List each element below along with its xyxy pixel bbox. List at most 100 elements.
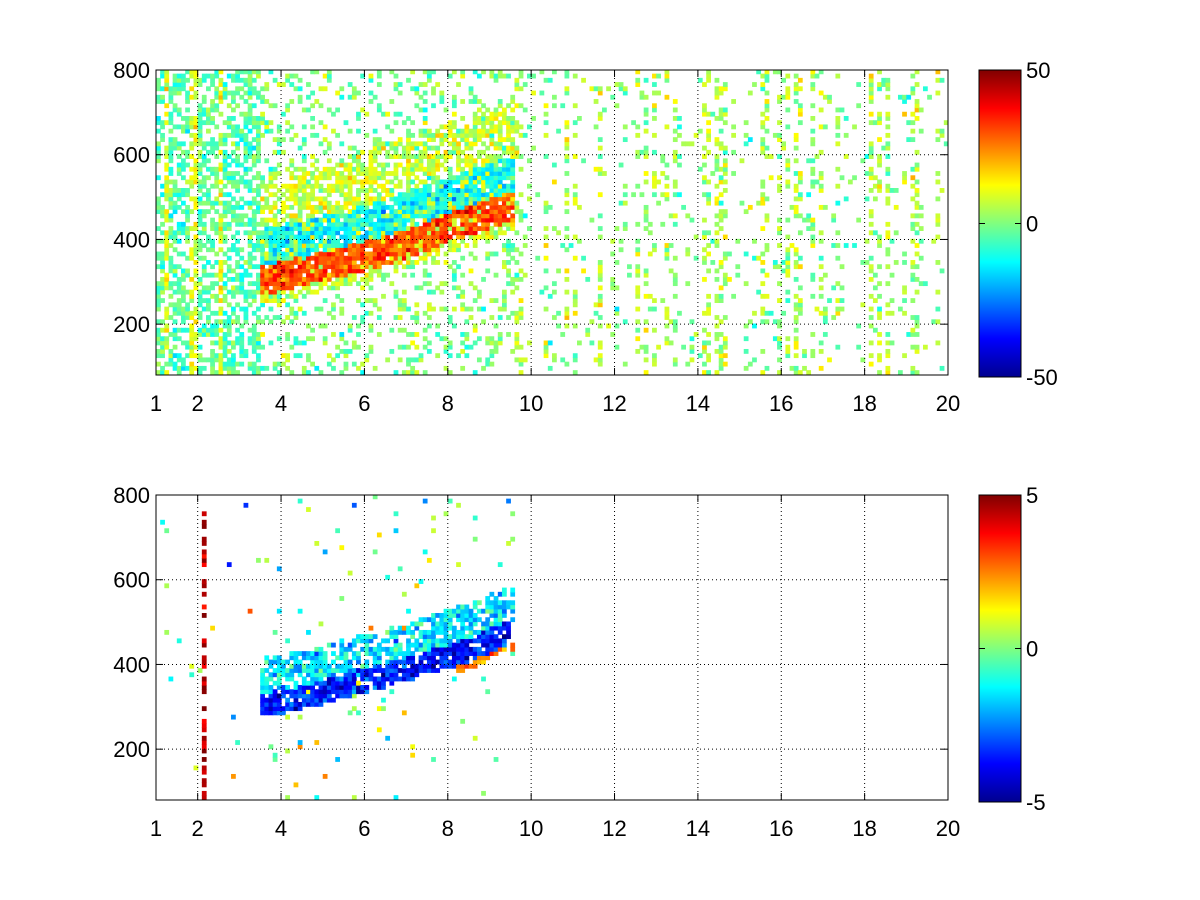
top-heatmap-cell bbox=[201, 200, 207, 206]
bottom-heatmap-cell bbox=[289, 668, 295, 673]
top-heatmap-cell bbox=[431, 162, 436, 168]
top-heatmap-cell bbox=[506, 315, 511, 320]
top-heatmap-cell bbox=[560, 357, 566, 363]
top-heatmap-cell bbox=[481, 276, 486, 282]
top-heatmap-cell bbox=[414, 319, 420, 325]
bottom-heatmap-cell bbox=[422, 617, 428, 623]
top-heatmap-cell bbox=[356, 200, 361, 206]
top-heatmap-cell bbox=[218, 238, 224, 244]
bottom-heatmap-cell bbox=[418, 617, 424, 623]
top-heatmap-cell bbox=[514, 260, 520, 265]
top-heatmap-cell bbox=[210, 247, 215, 253]
bottom-heatmap-cell bbox=[397, 646, 403, 652]
top-heatmap-cell bbox=[410, 166, 416, 172]
top-heatmap-cell bbox=[339, 192, 345, 198]
bottom-heatmap-cell bbox=[268, 701, 274, 707]
top-heatmap-cell bbox=[797, 264, 803, 270]
top-heatmap-cell bbox=[168, 268, 174, 274]
top-heatmap-cell bbox=[397, 251, 403, 257]
top-heatmap-cell bbox=[451, 103, 457, 109]
top-heatmap-cell bbox=[235, 361, 240, 367]
top-heatmap-cell bbox=[276, 260, 282, 265]
top-heatmap-cell bbox=[652, 149, 657, 155]
top-heatmap-cell bbox=[785, 251, 791, 257]
top-heatmap-cell bbox=[743, 336, 749, 342]
top-heatmap-cell bbox=[406, 154, 411, 159]
top-heatmap-cell bbox=[835, 281, 841, 287]
bottom-heatmap-cell bbox=[314, 693, 320, 699]
top-heatmap-cell bbox=[860, 158, 866, 164]
top-heatmap-cell bbox=[572, 183, 578, 189]
bottom-heatmap-cell bbox=[310, 701, 315, 707]
bottom-heatmap-cell bbox=[164, 528, 170, 534]
top-heatmap-cell bbox=[401, 306, 407, 312]
top-heatmap-cell bbox=[839, 306, 845, 312]
top-heatmap-cell bbox=[793, 145, 799, 151]
top-heatmap-cell bbox=[326, 238, 332, 244]
top-heatmap-cell bbox=[343, 226, 349, 231]
top-heatmap-cell bbox=[372, 302, 378, 308]
top-heatmap-cell bbox=[510, 149, 516, 155]
bottom-heatmap-cell bbox=[393, 668, 399, 673]
top-heatmap-cell bbox=[397, 137, 403, 143]
bottom-heatmap-cell bbox=[276, 655, 282, 661]
top-heatmap-cell bbox=[639, 149, 645, 155]
top-heatmap-cell bbox=[218, 94, 224, 100]
bottom-heatmap-cell bbox=[451, 663, 457, 669]
top-heatmap-cell bbox=[376, 243, 382, 248]
bottom-heatmap-cell bbox=[431, 625, 436, 631]
bottom-heatmap-cell bbox=[331, 651, 336, 656]
top-heatmap-cell bbox=[168, 145, 174, 151]
top-heatmap-cell bbox=[243, 221, 249, 227]
top-heatmap-cell bbox=[476, 132, 482, 138]
top-heatmap-cell bbox=[564, 268, 570, 274]
top-heatmap-cell bbox=[347, 221, 353, 227]
bottom-heatmap-cell bbox=[285, 714, 290, 720]
top-heatmap-cell bbox=[326, 209, 332, 215]
top-heatmap-cell bbox=[185, 344, 190, 350]
top-heatmap-cell bbox=[368, 264, 374, 270]
top-heatmap-cell bbox=[451, 196, 457, 202]
bottom-heatmap-cell bbox=[414, 638, 420, 644]
top-heatmap-cell bbox=[743, 120, 749, 126]
top-heatmap-cell bbox=[326, 247, 332, 253]
top-heatmap-cell bbox=[272, 192, 278, 198]
bottom-heatmap-cell bbox=[360, 689, 366, 695]
bottom-heatmap-cell bbox=[472, 600, 478, 606]
top-heatmap-cell bbox=[268, 171, 274, 176]
top-heatmap-cell bbox=[877, 183, 882, 189]
top-heatmap-cell bbox=[652, 82, 657, 87]
top-heatmap-cell bbox=[556, 128, 561, 134]
top-heatmap-cell bbox=[410, 315, 416, 320]
bottom-heatmap-cell bbox=[464, 613, 470, 618]
bottom-heatmap-cell bbox=[493, 604, 499, 610]
top-heatmap-cell bbox=[181, 293, 186, 299]
top-heatmap-cell bbox=[268, 175, 274, 181]
top-heatmap-cell bbox=[526, 340, 532, 346]
top-heatmap-cell bbox=[256, 234, 261, 240]
top-heatmap-cell bbox=[185, 90, 190, 96]
top-heatmap-cell bbox=[289, 281, 295, 287]
top-heatmap-cell bbox=[397, 230, 403, 236]
top-heatmap-cell bbox=[156, 285, 161, 291]
top-heatmap-cell bbox=[793, 264, 799, 270]
top-heatmap-cell bbox=[556, 230, 561, 236]
top-heatmap-cell bbox=[422, 188, 428, 193]
bottom-heatmap-cell bbox=[381, 706, 386, 712]
top-heatmap-cell bbox=[539, 90, 545, 96]
top-heatmap-cell bbox=[664, 251, 670, 257]
top-heatmap-cell bbox=[376, 149, 382, 155]
top-heatmap-cell bbox=[514, 336, 520, 342]
top-heatmap-cell bbox=[822, 315, 828, 320]
top-heatmap-cell bbox=[910, 226, 916, 231]
top-heatmap-cell bbox=[722, 209, 728, 215]
top-heatmap-cell bbox=[485, 251, 491, 257]
top-heatmap-cell bbox=[506, 171, 511, 176]
top-heatmap-cell bbox=[372, 243, 378, 248]
top-heatmap-cell bbox=[235, 217, 240, 223]
top-heatmap-cell bbox=[193, 200, 199, 206]
top-heatmap-cell bbox=[264, 272, 270, 278]
top-heatmap-cell bbox=[343, 272, 349, 278]
top-heatmap-cell bbox=[431, 192, 436, 198]
top-heatmap-cell bbox=[493, 188, 499, 193]
